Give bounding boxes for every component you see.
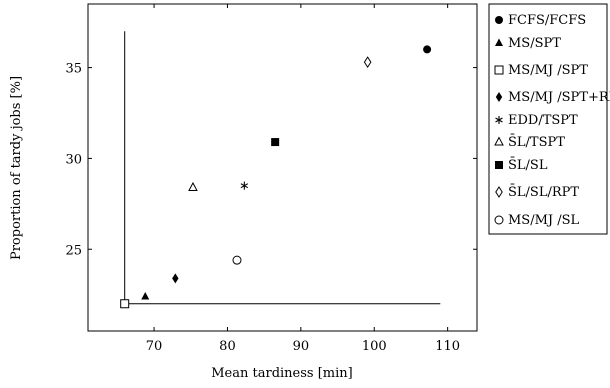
legend-label-ms-spt: MS/SPT xyxy=(508,36,561,51)
data-point-3 xyxy=(172,273,179,284)
legend-box xyxy=(488,3,608,235)
legend-label-sl-sl: S̄L/SL xyxy=(508,157,548,173)
x-axis-label: Mean tardiness [min] xyxy=(211,366,352,381)
y-tick-label: 35 xyxy=(65,62,82,77)
legend-marker-0 xyxy=(495,16,503,24)
legend-label-fcfs-fcfs: FCFS/FCFS xyxy=(508,13,586,28)
x-tick-label: 90 xyxy=(293,339,310,354)
legend-marker-6 xyxy=(495,161,503,169)
legend-marker-3 xyxy=(495,92,503,102)
x-tick-label: 70 xyxy=(146,339,163,354)
y-axis-label: Proportion of tardy jobs [%] xyxy=(9,76,24,260)
legend-marker-8 xyxy=(494,215,504,225)
legend-marker-5 xyxy=(494,136,504,146)
legend-marker-2 xyxy=(494,65,504,75)
legend-label-msmj-sl: MS/MJ /SL xyxy=(508,213,580,228)
data-point-8 xyxy=(232,255,242,265)
y-tick-label: 25 xyxy=(65,243,82,258)
x-tick-label: 80 xyxy=(219,339,236,354)
legend-marker-1 xyxy=(495,38,503,46)
data-point-5 xyxy=(188,181,198,191)
legend-marker-4 xyxy=(495,116,503,124)
data-point-7 xyxy=(363,56,372,69)
legend-label-msmj-spt-rpt: MS/MJ /SPT+RPT xyxy=(508,90,610,105)
legend-markers xyxy=(494,16,504,225)
data-point-6 xyxy=(271,138,280,147)
legend-marker-7 xyxy=(495,186,503,198)
axis-ticks: 70 80 90 100 110 25 30 35 xyxy=(65,4,477,354)
x-tick-label: 110 xyxy=(435,339,460,354)
data-point-2 xyxy=(120,299,130,309)
x-tick-label: 100 xyxy=(362,339,387,354)
data-point-4 xyxy=(240,181,249,190)
legend-label-sl-sl-rpt: S̄L/SL/RPT xyxy=(508,184,579,200)
y-tick-label: 30 xyxy=(65,152,82,167)
legend-labels: FCFS/FCFS MS/SPT MS/MJ /SPT MS/MJ /SPT+R… xyxy=(508,13,610,228)
data-points xyxy=(120,45,432,309)
plot-area xyxy=(87,3,478,332)
legend-label-sl-tspt: S̄L/TSPT xyxy=(508,134,565,150)
data-point-0 xyxy=(423,45,432,54)
data-point-1 xyxy=(141,291,150,300)
legend: FCFS/FCFS MS/SPT MS/MJ /SPT MS/MJ /SPT+R… xyxy=(488,3,610,235)
pareto-lines xyxy=(124,31,441,305)
legend-label-edd-tspt: EDD/TSPT xyxy=(508,113,578,128)
legend-label-msmj-spt: MS/MJ /SPT xyxy=(508,63,588,78)
